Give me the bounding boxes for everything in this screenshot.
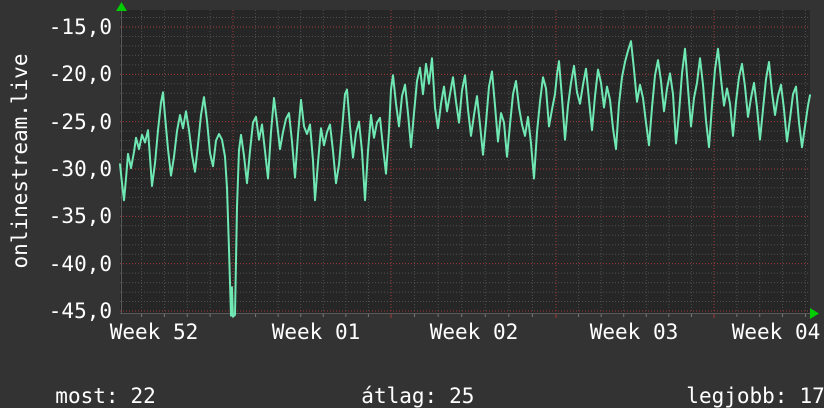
stat-best: legjobb: 17 — [661, 363, 824, 407]
y-tick-label: -40,0 — [48, 252, 112, 276]
y-tick-label: -30,0 — [48, 157, 112, 181]
y-tick-label: -20,0 — [48, 62, 112, 86]
vertical-axis-title: onlinestream.live — [8, 53, 32, 269]
y-tick-label: -15,0 — [48, 15, 112, 39]
x-tick-label: Week 04 — [731, 320, 821, 344]
x-tick-label: Week 03 — [589, 320, 679, 344]
x-tick-label: Week 02 — [429, 320, 519, 344]
y-tick-label: -45,0 — [48, 299, 112, 323]
stat-now: most: 22 — [30, 363, 156, 407]
x-tick-label: Week 01 — [271, 320, 361, 344]
stat-now-label: most: — [55, 384, 119, 408]
stat-average: átlag: 25 — [336, 363, 474, 407]
x-tick-label: Week 52 — [109, 320, 199, 344]
stat-best-label: legjobb: — [686, 384, 788, 408]
stat-average-label: átlag: — [361, 384, 438, 408]
y-tick-label: -25,0 — [48, 110, 112, 134]
stat-best-value: 17 — [799, 384, 824, 408]
stat-now-value: 22 — [130, 384, 156, 408]
y-tick-label: -35,0 — [48, 204, 112, 228]
stat-average-value: 25 — [449, 384, 475, 408]
